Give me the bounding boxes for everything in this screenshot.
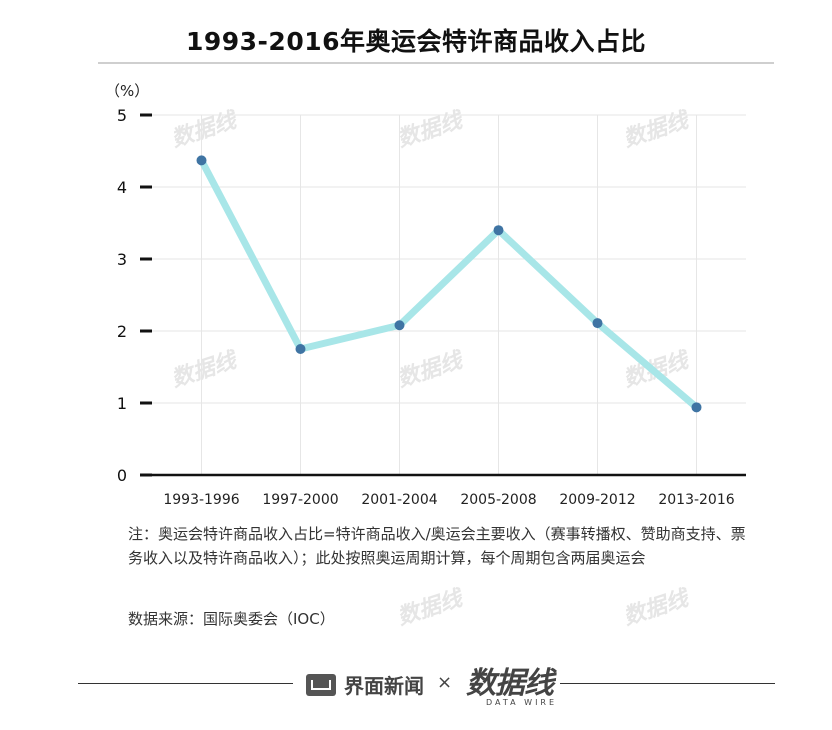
jiemian-logo-text: 界面新闻 bbox=[344, 674, 424, 698]
data-series bbox=[196, 155, 702, 413]
x-tick-label: 1997-2000 bbox=[262, 492, 338, 508]
data-point bbox=[196, 155, 207, 166]
watermark-logo: 数据线 bbox=[394, 586, 466, 631]
data-point bbox=[691, 402, 702, 413]
data-point bbox=[394, 320, 405, 331]
grid-lines bbox=[152, 114, 746, 475]
series-line bbox=[198, 156, 700, 411]
line-chart: （%） 0 1 2 3 4 5 1993-1996 1997-2000 2001-2004 20… bbox=[105, 82, 746, 508]
y-tick-label: 1 bbox=[117, 394, 127, 413]
x-tick-label: 2001-2004 bbox=[361, 492, 437, 508]
x-axis: 1993-1996 1997-2000 2001-2004 2005-2008 2009… bbox=[163, 492, 734, 508]
y-tick-label: 5 bbox=[117, 106, 127, 125]
footer-divider-left bbox=[78, 683, 293, 684]
datawire-logo-subtext: DATA WIRE bbox=[486, 698, 558, 707]
brand-separator: × bbox=[437, 672, 453, 693]
data-point bbox=[295, 344, 306, 354]
data-point bbox=[592, 318, 603, 329]
data-point bbox=[493, 225, 504, 236]
watermark-logo: 数据线 bbox=[620, 586, 692, 631]
chart-title: 1993-2016年奥运会特许商品收入占比 bbox=[185, 27, 647, 56]
data-source: 数据来源：国际奥委会（IOC） bbox=[128, 610, 335, 628]
jiemian-logo: 界面新闻 bbox=[306, 670, 424, 699]
chart-note: 注：奥运会特许商品收入占比=特许商品收入/奥运会主要收入（赛事转播权、赞助商支持… bbox=[128, 525, 746, 567]
footer-divider-right bbox=[560, 683, 775, 684]
title-divider bbox=[98, 62, 774, 64]
x-tick-label: 2013-2016 bbox=[658, 492, 734, 508]
y-axis-unit-label: （%） bbox=[105, 82, 149, 100]
datawire-logo-text: 数据线 bbox=[466, 666, 554, 701]
jiemian-logo-icon bbox=[306, 673, 336, 696]
y-tick-label: 2 bbox=[117, 322, 127, 341]
y-axis: 0 1 2 3 4 5 bbox=[117, 106, 152, 485]
x-tick-label: 2005-2008 bbox=[460, 492, 536, 508]
datawire-logo: 数据线 DATA WIRE bbox=[466, 658, 557, 707]
x-tick-label: 1993-1996 bbox=[163, 492, 239, 508]
y-tick-label: 0 bbox=[117, 466, 127, 485]
y-tick-label: 3 bbox=[117, 250, 127, 269]
y-tick-label: 4 bbox=[117, 178, 127, 197]
x-tick-label: 2009-2012 bbox=[559, 492, 635, 508]
